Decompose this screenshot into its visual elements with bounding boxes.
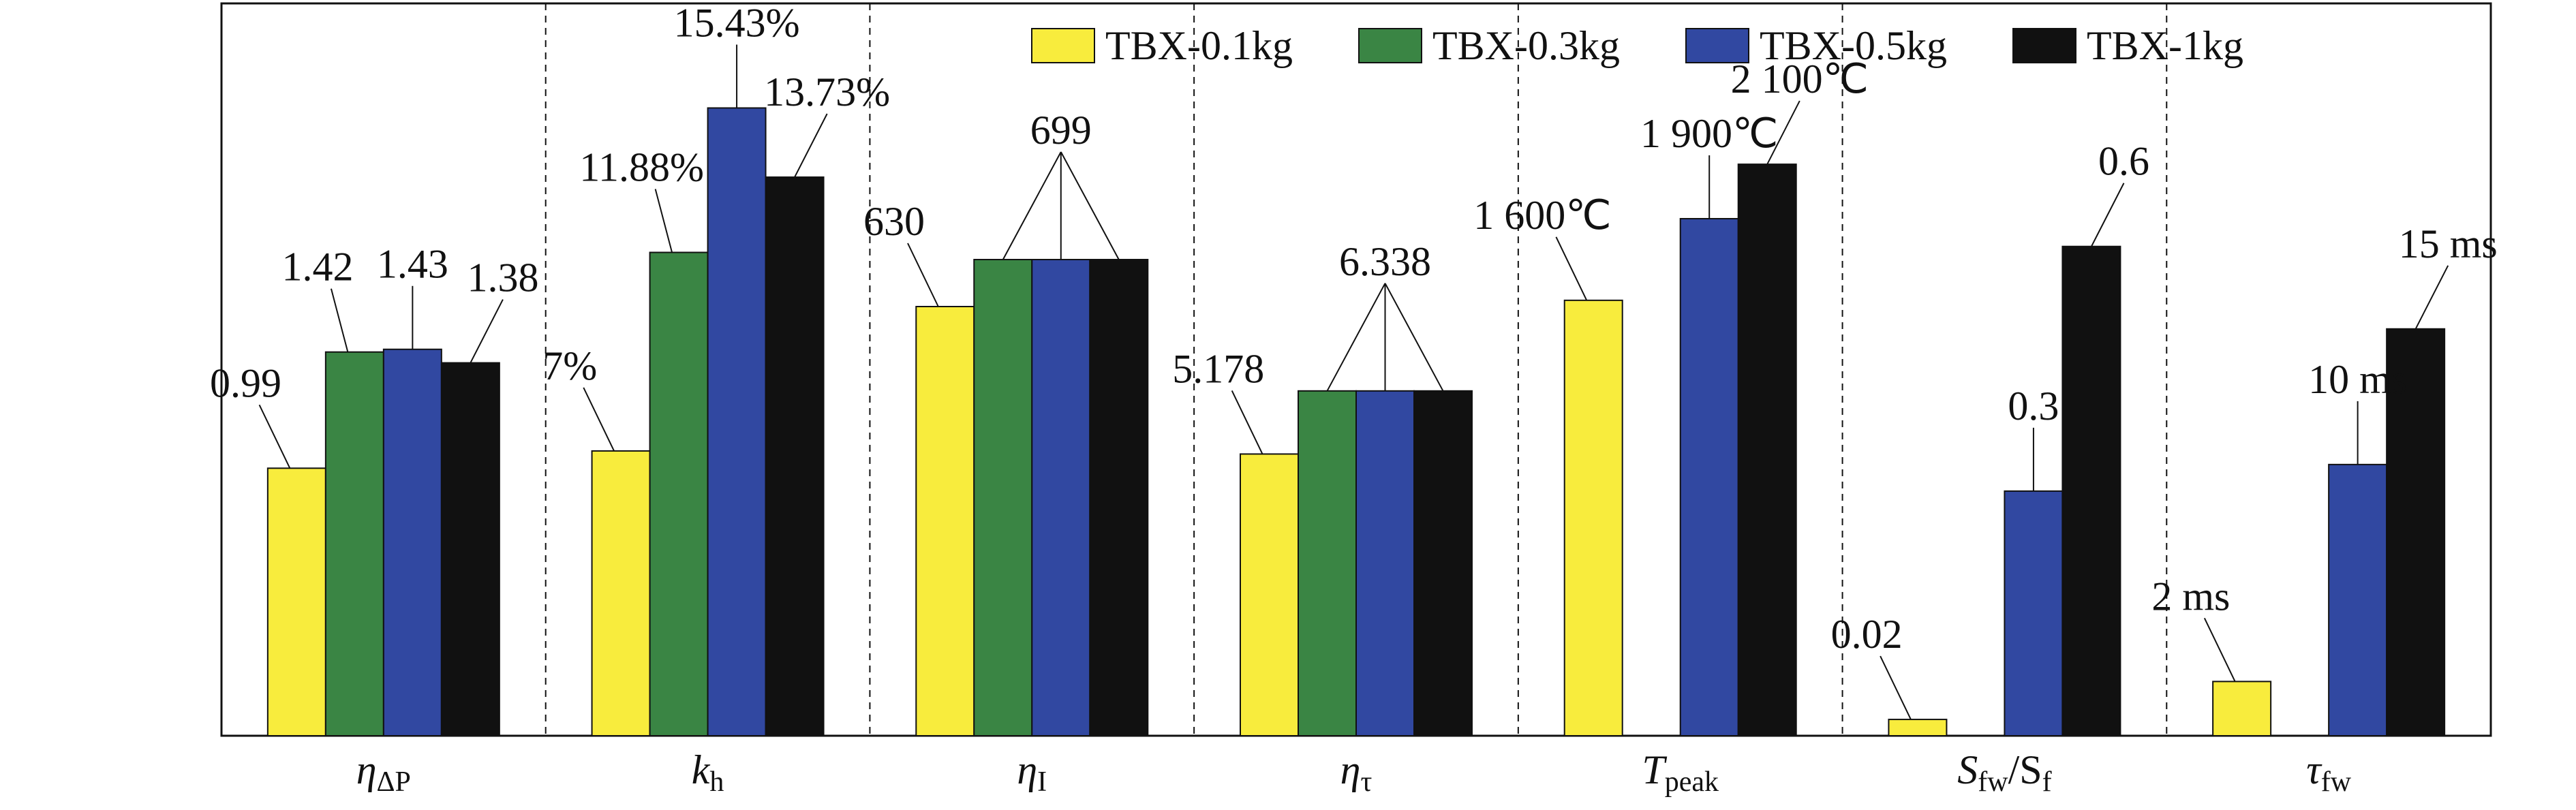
bar xyxy=(707,107,767,737)
bar xyxy=(1240,453,1299,736)
leader-line xyxy=(1766,100,1800,165)
bar xyxy=(324,351,384,736)
value-label: 1.38 xyxy=(467,255,538,300)
value-label: 1.42 xyxy=(281,245,353,290)
bar xyxy=(1679,217,1739,737)
bar xyxy=(915,306,975,736)
bar xyxy=(2386,328,2446,736)
leader-line xyxy=(1555,236,1588,301)
value-label: 6.338 xyxy=(1339,239,1431,284)
legend-swatch xyxy=(2012,28,2076,63)
x-tick-label-part: /S xyxy=(2008,747,2042,792)
leader-line xyxy=(1060,151,1120,260)
leader-line xyxy=(1880,655,1912,720)
legend-label: TBX-0.1kg xyxy=(1105,23,1293,68)
x-tick-label-part: f xyxy=(2042,766,2052,798)
x-tick-label-part: h xyxy=(709,766,724,798)
bar xyxy=(1737,163,1797,736)
leader-line xyxy=(258,404,291,469)
bar xyxy=(2212,681,2272,736)
bar xyxy=(973,259,1033,736)
value-label: 630 xyxy=(863,199,925,244)
x-tick-label: ηΔP xyxy=(356,747,411,798)
legend-label: TBX-0.3kg xyxy=(1432,23,1620,68)
value-label: 1 600℃ xyxy=(1473,193,1611,238)
leader-line xyxy=(330,288,349,352)
value-label: 13.73% xyxy=(764,69,890,114)
leader-line xyxy=(2414,265,2449,330)
value-label: 2 ms xyxy=(2151,574,2230,619)
leader-line xyxy=(654,189,673,253)
bar xyxy=(649,251,709,736)
value-label: 11.88% xyxy=(579,145,704,190)
bar xyxy=(440,362,500,736)
value-label: 0.6 xyxy=(2098,139,2149,184)
value-label: 0.99 xyxy=(210,360,281,405)
bar xyxy=(2328,463,2388,737)
legend-label: TBX-1kg xyxy=(2087,23,2243,68)
value-label: 2 100℃ xyxy=(1731,57,1869,102)
x-tick-label: Sfw/Sf xyxy=(1957,747,2051,798)
x-tick-label-part: T xyxy=(1642,747,1667,792)
bar xyxy=(1355,390,1415,736)
value-label: 7% xyxy=(542,343,597,388)
value-label: 15 ms xyxy=(2399,221,2498,266)
value-label: 1.43 xyxy=(377,242,448,287)
x-tick-label-part: S xyxy=(1957,747,1978,792)
leader-line xyxy=(583,387,615,452)
x-tick-label: τfw xyxy=(2306,747,2351,798)
bar xyxy=(1413,390,1473,736)
bar xyxy=(382,348,442,736)
x-tick-label-part: τ xyxy=(2306,747,2322,792)
value-label: 699 xyxy=(1030,108,1092,153)
bar xyxy=(591,450,651,736)
x-tick-label-part: I xyxy=(1037,766,1047,798)
x-tick-label: ηI xyxy=(1017,747,1047,798)
leader-line xyxy=(2203,617,2236,682)
legend-label: TBX-0.5kg xyxy=(1760,23,1947,68)
bar xyxy=(1031,259,1091,736)
legend-swatch xyxy=(1031,28,1095,63)
x-tick-label-part: η xyxy=(1017,747,1037,792)
leader-line xyxy=(1326,283,1386,392)
x-tick-label-part: ΔP xyxy=(377,766,411,798)
legend-swatch xyxy=(1358,28,1422,63)
x-tick-label-part: τ xyxy=(1360,766,1372,798)
x-tick-label-part: η xyxy=(356,747,377,792)
x-tick-label: ητ xyxy=(1340,747,1373,798)
x-tick-label-part: peak xyxy=(1665,766,1719,798)
value-label: 10 ms xyxy=(2308,357,2407,402)
leader-line xyxy=(2091,183,2125,247)
leader-line xyxy=(907,243,939,307)
leader-line xyxy=(1002,151,1062,260)
bar xyxy=(1888,719,1948,736)
x-tick-label-part: k xyxy=(692,747,711,792)
bar xyxy=(765,176,825,736)
leader-line xyxy=(1231,390,1263,454)
bar xyxy=(2061,245,2121,736)
bar xyxy=(1563,299,1623,736)
value-label: 0.02 xyxy=(1831,612,1903,657)
x-tick-label: Tpeak xyxy=(1642,747,1719,798)
x-tick-label-part: fw xyxy=(2321,766,2352,798)
legend-swatch xyxy=(1685,28,1749,63)
bar xyxy=(2004,490,2064,736)
value-label: 5.178 xyxy=(1172,346,1264,391)
bar xyxy=(266,467,326,737)
x-tick-label: kh xyxy=(692,747,724,798)
value-label: 0.3 xyxy=(2008,384,2059,429)
bar xyxy=(1089,259,1149,736)
value-label: 15.43% xyxy=(674,0,800,45)
x-tick-label-part: η xyxy=(1340,747,1361,792)
value-label: 1 900℃ xyxy=(1640,111,1778,156)
leader-line xyxy=(470,299,504,364)
leader-line xyxy=(794,113,828,178)
bar xyxy=(1298,390,1357,736)
x-tick-label-part: fw xyxy=(1978,766,2008,798)
leader-line xyxy=(1384,283,1444,392)
